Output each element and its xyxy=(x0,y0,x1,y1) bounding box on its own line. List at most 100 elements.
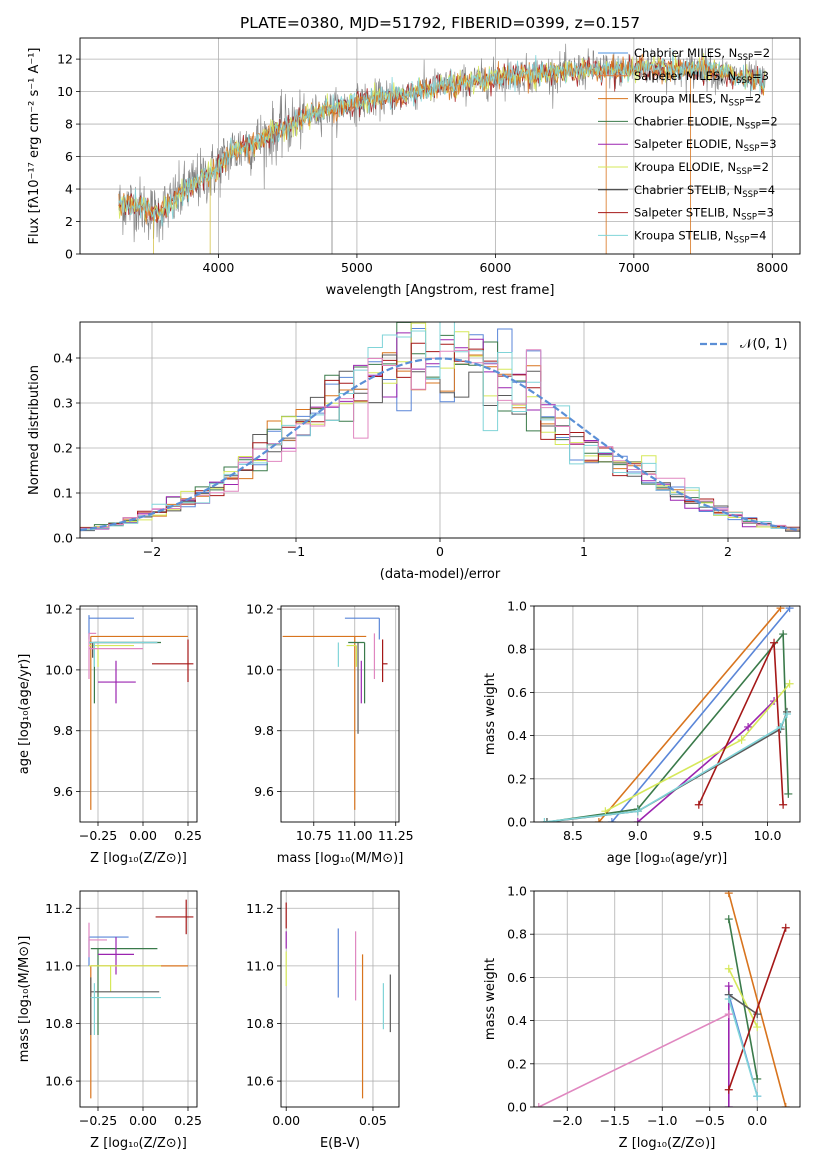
age-weight-ytick-label-2: 0.4 xyxy=(507,728,527,743)
legend-sub: SSP xyxy=(744,144,760,154)
age-weight-marker-6-0 xyxy=(694,800,703,809)
age-weight-marker-3-0 xyxy=(633,818,642,822)
Z-mass-ylabel: mass [log₁₀(M/M⊙)] xyxy=(17,936,32,1063)
Z-weight-marker-4-1 xyxy=(753,1023,762,1032)
mass-age-ytick-label-0: 9.6 xyxy=(254,784,274,799)
spectrum-data xyxy=(118,43,766,254)
Z-weight-marker-8-1 xyxy=(724,1010,733,1019)
residuals-ytick-label-2: 0.2 xyxy=(53,441,73,456)
normal-curve xyxy=(80,357,800,532)
Z-weight-ytick-label-4: 0.8 xyxy=(507,927,527,942)
age-weight-marker-5-0 xyxy=(542,818,551,822)
mass-age-xtick-label-1: 11.00 xyxy=(337,828,373,843)
legend-label: Chabrier STELIB, N xyxy=(634,183,742,197)
residuals-data xyxy=(80,322,800,538)
spectrum-model-line-3 xyxy=(118,49,766,227)
Z-weight-ytick-label-3: 0.6 xyxy=(507,970,527,985)
age-weight-xtick-label-1: 9.0 xyxy=(628,828,648,843)
legend-label: Salpeter ELODIE, N xyxy=(634,137,744,151)
spectrum-ytick-label-2: 4 xyxy=(65,182,73,197)
legend-label: Kroupa ELODIE, N xyxy=(634,160,736,174)
Z-weight-marker-6-1 xyxy=(781,923,790,932)
age-weight-marker-0-0 xyxy=(607,818,616,822)
age-weight-axes: 8.5 9.0 9.5 10.0 0.0 0.2 0.4 0.6 0.8 1.0 age [log₁… xyxy=(483,599,800,866)
Z-weight-xtick-label-0: −2.0 xyxy=(552,1113,582,1128)
legend-entry-6: Chabrier STELIB, NSSP=4 xyxy=(634,183,775,200)
legend-tail: =2 xyxy=(744,92,761,106)
spectrum-xtick-label-1: 5000 xyxy=(341,260,373,275)
age-weight-xlabel: age [log₁₀(age/yr)] xyxy=(607,851,728,866)
Z-mass-point-1 xyxy=(88,936,129,966)
plot-layer: 4000 5000 6000 7000 8000024681012wavelength … xyxy=(17,37,801,1151)
spectrum-ytick-label-6: 12 xyxy=(57,52,73,67)
Z-weight-series-5 xyxy=(728,994,758,1015)
residuals-ytick-label-3: 0.3 xyxy=(53,396,73,411)
age-weight-marker-2-3 xyxy=(784,789,793,798)
residuals-ytick-label-4: 0.4 xyxy=(53,351,73,366)
Z-mass-xlabel: Z [log₁₀(Z/Z⊙)] xyxy=(90,1136,187,1151)
Z-weight-marker-1-1 xyxy=(781,1103,790,1107)
age-weight-ytick-label-0: 0.0 xyxy=(507,815,527,830)
residuals-xtick-label-1: −1 xyxy=(287,544,305,559)
Z-age-xtick-label-0: −0.25 xyxy=(79,828,117,843)
Z-weight-marker-3-0 xyxy=(724,982,733,991)
mass-age-point-2 xyxy=(348,641,366,704)
Z-age-point-6 xyxy=(89,641,158,658)
legend-tail: =2 xyxy=(752,160,769,174)
Z-mass-ytick-label-0: 10.6 xyxy=(45,1074,73,1089)
age-weight-marker-7-3 xyxy=(783,710,792,718)
Z-weight-xtick-label-3: −0.5 xyxy=(695,1113,725,1128)
Z-age-point-7 xyxy=(152,639,194,683)
age-weight-marker-6-2 xyxy=(779,800,788,809)
legend-sub: SSP xyxy=(736,76,752,86)
legend-tail: =3 xyxy=(760,137,777,151)
spectrum-xtick-label-2: 6000 xyxy=(479,260,511,275)
residuals-ytick-label-1: 0.1 xyxy=(53,486,73,501)
Z-age-frame xyxy=(79,605,198,823)
Z-mass-frame xyxy=(79,890,198,1108)
Z-weight-marker-6-0 xyxy=(724,1085,733,1094)
legend-tail: =2 xyxy=(753,46,770,60)
Z-age-point-2 xyxy=(93,641,161,704)
age-weight-ylabel: mass weight xyxy=(483,673,498,755)
age-weight-marker-7-0 xyxy=(540,818,549,822)
legend-entry-0: Chabrier MILES, NSSP=2 xyxy=(634,46,770,63)
age-weight-marker-4-2 xyxy=(785,679,794,688)
residuals-ytick-label-0: 0.0 xyxy=(53,531,73,546)
age-weight-ytick-label-5: 1.0 xyxy=(507,599,527,614)
Z-mass-xtick-label-0: −0.25 xyxy=(79,1113,117,1128)
figure-title: PLATE=0380, MJD=51792, FIBERID=0399, z=0… xyxy=(240,14,640,32)
spectrum-xlabel: wavelength [Angstrom, rest frame] xyxy=(326,283,555,298)
legend-entry-2: Kroupa MILES, NSSP=2 xyxy=(634,92,761,109)
Z-mass-ytick-label-3: 11.2 xyxy=(45,901,73,916)
legend-entry-4: Salpeter ELODIE, NSSP=3 xyxy=(634,137,777,154)
EBV-mass-axes: 0.00 0.05 10.6 10.8 11.0 11.2 E(B-V) xyxy=(246,891,399,1151)
age-weight-data xyxy=(540,606,794,822)
spectrum-ytick-label-3: 6 xyxy=(65,149,73,164)
age-weight-xtick-label-3: 10.0 xyxy=(754,828,782,843)
legend-tail: =2 xyxy=(761,114,778,128)
Z-weight-ytick-label-2: 0.4 xyxy=(507,1013,527,1028)
Z-weight-ytick-label-5: 1.0 xyxy=(507,884,527,899)
age-weight-ytick-label-3: 0.6 xyxy=(507,685,527,700)
Z-weight-xlabel: Z [log₁₀(Z/Z⊙)] xyxy=(619,1136,716,1151)
legend-tail: =3 xyxy=(757,206,774,220)
Z-weight-series-6 xyxy=(728,927,787,1090)
residuals-xtick-label-2: 0 xyxy=(436,544,444,559)
age-weight-series-0 xyxy=(611,607,791,822)
Z-mass-axes: −0.25 0.00 0.25 10.6 10.8 11.0 11.2 Z [log₁₀(Z/… xyxy=(17,891,202,1151)
mass-age-point-0 xyxy=(282,635,367,810)
Z-age-xtick-label-1: 0.00 xyxy=(129,828,157,843)
residuals-xlabel: (data-model)/error xyxy=(380,567,501,582)
age-weight-series-3 xyxy=(637,700,775,822)
Z-weight-axes: −2.0 −1.5 −1.0 −0.5 0.0 0.0 0.2 0.4 0.6 0.8 1.0 Z [… xyxy=(483,884,800,1151)
residuals-ylabel: Normed distribution xyxy=(27,365,42,495)
spectrum-ytick-label-5: 10 xyxy=(57,84,73,99)
normal-legend-label: 𝒩(0, 1) xyxy=(740,337,787,352)
legend-sub: SSP xyxy=(729,99,745,109)
residuals-xtick-label-0: −2 xyxy=(143,544,161,559)
EBV-mass-xlabel: E(B-V) xyxy=(320,1136,360,1151)
Z-weight-marker-2-0 xyxy=(724,915,733,924)
age-weight-marker-4-1 xyxy=(737,735,746,744)
spectrum-ytick-label-4: 8 xyxy=(65,117,73,132)
